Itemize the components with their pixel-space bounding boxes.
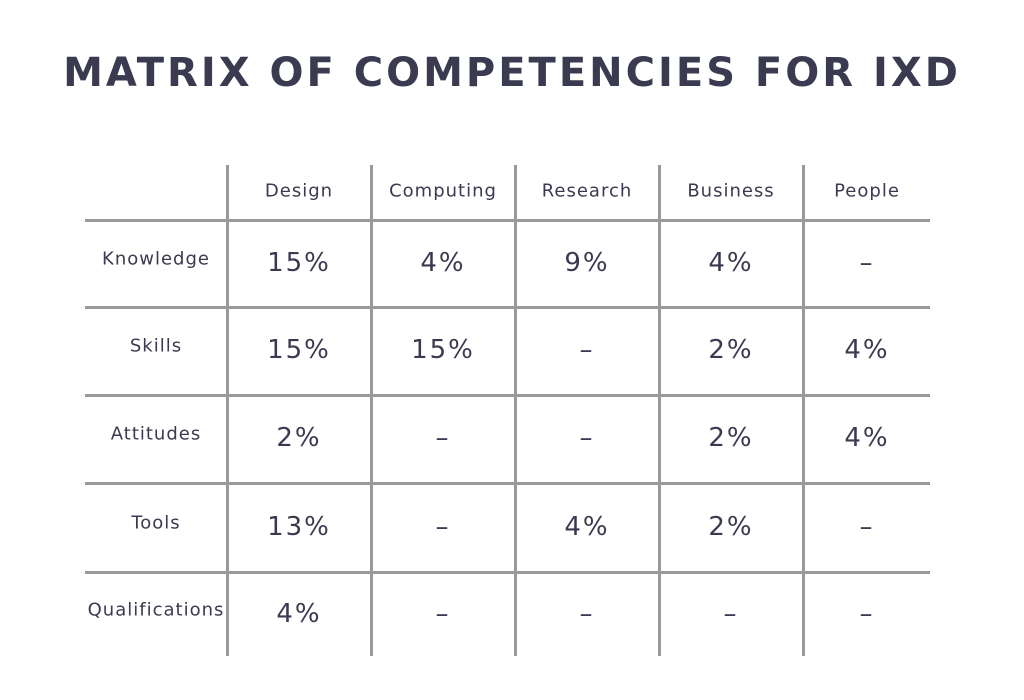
cell-tools-computing: – xyxy=(435,511,451,542)
cell-skills-research: – xyxy=(579,335,595,365)
cell-knowledge-computing: 4% xyxy=(420,247,466,278)
row-header-tools: Tools xyxy=(131,512,181,533)
grid-row-divider xyxy=(85,219,930,222)
grid-row-divider xyxy=(85,571,930,574)
cell-qualifications-research: – xyxy=(579,598,595,629)
grid-column-divider xyxy=(370,165,373,656)
cell-attitudes-people: 4% xyxy=(844,423,890,453)
cell-knowledge-people: – xyxy=(859,247,875,278)
cell-qualifications-design: 4% xyxy=(276,598,322,629)
row-header-qualifications: Qualifications xyxy=(87,599,225,620)
cell-knowledge-design: 15% xyxy=(267,247,331,278)
grid-column-divider xyxy=(658,165,661,656)
column-header-research: Research xyxy=(541,180,633,202)
cell-skills-computing: 15% xyxy=(411,335,475,365)
row-header-knowledge: Knowledge xyxy=(102,248,210,269)
grid-row-divider xyxy=(85,394,930,397)
cell-tools-people: – xyxy=(859,511,875,542)
cell-attitudes-computing: – xyxy=(435,423,451,453)
cell-tools-research: 4% xyxy=(564,511,610,542)
cell-knowledge-research: 9% xyxy=(564,247,610,278)
row-header-skills: Skills xyxy=(129,335,183,357)
row-header-attitudes: Attitudes xyxy=(110,423,202,445)
grid-column-divider xyxy=(226,165,229,656)
column-header-people: People xyxy=(834,180,900,202)
column-header-business: Business xyxy=(687,180,775,202)
grid-column-divider xyxy=(802,165,805,656)
cell-tools-business: 2% xyxy=(708,511,754,542)
cell-attitudes-design: 2% xyxy=(276,423,322,453)
cell-skills-business: 2% xyxy=(708,335,754,365)
cell-skills-people: 4% xyxy=(844,335,890,365)
cell-qualifications-computing: – xyxy=(435,598,451,629)
cell-qualifications-people: – xyxy=(859,598,875,629)
column-header-computing: Computing xyxy=(389,180,497,202)
chart-title: MATRIX OF COMPETENCIES FOR IXD xyxy=(63,50,961,96)
cell-qualifications-business: – xyxy=(723,598,739,629)
grid-row-divider xyxy=(85,306,930,309)
cell-attitudes-business: 2% xyxy=(708,423,754,453)
grid-row-divider xyxy=(85,482,930,485)
cell-skills-design: 15% xyxy=(267,335,331,365)
cell-knowledge-business: 4% xyxy=(708,247,754,278)
cell-attitudes-research: – xyxy=(579,423,595,453)
column-header-design: Design xyxy=(264,180,334,202)
cell-tools-design: 13% xyxy=(267,511,331,542)
grid-column-divider xyxy=(514,165,517,656)
